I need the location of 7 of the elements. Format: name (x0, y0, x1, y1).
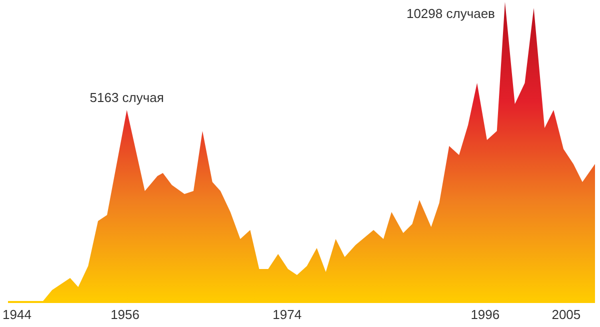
x-tick-label: 1974 (272, 307, 302, 322)
x-tick-label: 1956 (110, 307, 140, 322)
annotation: 5163 случая (90, 90, 164, 105)
x-tick-label: 1944 (2, 307, 32, 322)
x-tick-label: 1996 (470, 307, 500, 322)
x-tick-label: 2005 (552, 307, 581, 322)
annotation: 10298 случаев (406, 6, 496, 21)
